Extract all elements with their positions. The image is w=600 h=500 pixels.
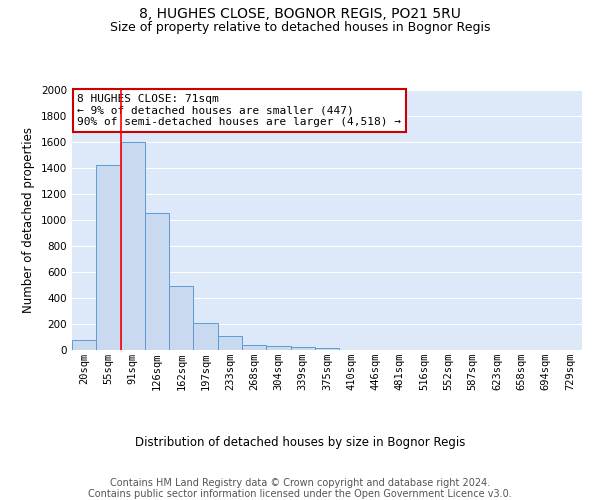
Text: Size of property relative to detached houses in Bognor Regis: Size of property relative to detached ho… bbox=[110, 21, 490, 34]
Bar bbox=[193, 324, 218, 350]
Text: 8, HUGHES CLOSE, BOGNOR REGIS, PO21 5RU: 8, HUGHES CLOSE, BOGNOR REGIS, PO21 5RU bbox=[139, 8, 461, 22]
Bar bbox=[72, 340, 96, 350]
Text: Contains HM Land Registry data © Crown copyright and database right 2024.
Contai: Contains HM Land Registry data © Crown c… bbox=[88, 478, 512, 499]
Bar bbox=[145, 214, 169, 350]
Text: 8 HUGHES CLOSE: 71sqm
← 9% of detached houses are smaller (447)
90% of semi-deta: 8 HUGHES CLOSE: 71sqm ← 9% of detached h… bbox=[77, 94, 401, 127]
Bar bbox=[315, 348, 339, 350]
Y-axis label: Number of detached properties: Number of detached properties bbox=[22, 127, 35, 313]
Bar bbox=[290, 348, 315, 350]
Bar bbox=[96, 166, 121, 350]
Bar bbox=[218, 336, 242, 350]
Bar bbox=[242, 345, 266, 350]
Text: Distribution of detached houses by size in Bognor Regis: Distribution of detached houses by size … bbox=[135, 436, 465, 449]
Bar bbox=[169, 286, 193, 350]
Bar bbox=[121, 142, 145, 350]
Bar bbox=[266, 346, 290, 350]
